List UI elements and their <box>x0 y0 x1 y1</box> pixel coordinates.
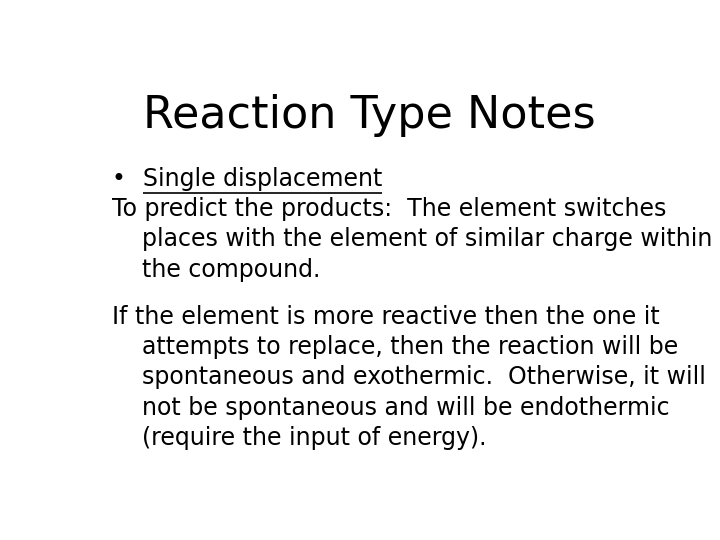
Text: places with the element of similar charge within: places with the element of similar charg… <box>112 227 713 252</box>
Text: Single displacement: Single displacement <box>143 167 382 191</box>
Text: (require the input of energy).: (require the input of energy). <box>112 426 487 450</box>
Text: To predict the products:  The element switches: To predict the products: The element swi… <box>112 197 667 221</box>
Text: •: • <box>112 167 141 191</box>
Text: If the element is more reactive then the one it: If the element is more reactive then the… <box>112 305 660 329</box>
Text: not be spontaneous and will be endothermic: not be spontaneous and will be endotherm… <box>112 396 670 420</box>
Text: Reaction Type Notes: Reaction Type Notes <box>143 94 595 137</box>
Text: attempts to replace, then the reaction will be: attempts to replace, then the reaction w… <box>112 335 678 359</box>
Text: the compound.: the compound. <box>112 258 320 282</box>
Text: spontaneous and exothermic.  Otherwise, it will: spontaneous and exothermic. Otherwise, i… <box>112 366 706 389</box>
